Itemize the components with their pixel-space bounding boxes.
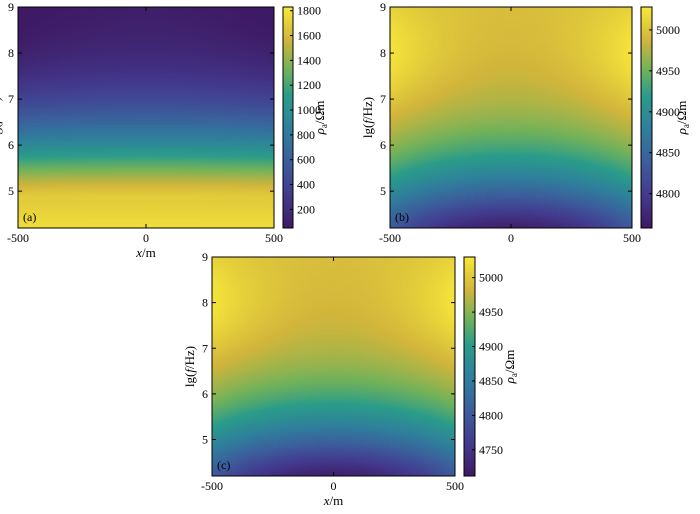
colorbar-label: ρa/Ωm: [674, 101, 691, 136]
x-axis-symbol: x: [323, 493, 330, 508]
colorbar-tick-label: 400: [297, 178, 315, 192]
x-tick-label: -500: [379, 231, 401, 245]
y-tick-label: 7: [380, 92, 386, 106]
colorbar-tick-label: 800: [297, 128, 315, 142]
colorbar-tick-label: 5000: [656, 23, 680, 37]
x-axis-symbol: x: [135, 245, 142, 260]
x-tick-label: 500: [446, 479, 464, 493]
colorbar-tick-label: 4950: [479, 305, 503, 319]
y-axis-suffix: /Hz): [0, 97, 3, 120]
colorbar-tick-label: 4750: [479, 443, 503, 457]
colorbar-tick-label: 1200: [297, 78, 321, 92]
y-tick-label: 8: [380, 46, 386, 60]
y-tick-label: 8: [8, 46, 14, 60]
y-axis-symbol: f: [0, 118, 3, 124]
colorbar-tick-label: 1800: [297, 4, 321, 18]
y-tick-label: 9: [380, 0, 386, 14]
y-axis-prefix: lg(: [182, 373, 197, 387]
y-tick-label: 9: [202, 250, 208, 264]
y-axis-label: lg(f/Hz): [0, 97, 3, 138]
x-tick-label: 500: [265, 231, 283, 245]
colorbar-symbol: ρ: [674, 128, 689, 135]
heatmap-image: [390, 7, 632, 228]
x-axis-unit: /m: [142, 245, 156, 260]
colorbar-unit: /Ωm: [312, 101, 327, 124]
colorbar-tick-label: 5000: [479, 271, 503, 285]
y-tick-label: 6: [202, 387, 208, 401]
colorbar: [463, 256, 476, 477]
x-axis-unit: /m: [330, 493, 344, 508]
colorbar-subscript: a: [319, 124, 329, 128]
colorbar-tick-label: 4850: [479, 374, 503, 388]
y-axis-suffix: /Hz): [360, 97, 375, 120]
panel-label: (c): [217, 458, 230, 472]
colorbar: [640, 6, 653, 229]
y-tick-label: 7: [202, 341, 208, 355]
colorbar-label: ρa/Ωm: [502, 350, 519, 385]
x-axis-label: x/m: [323, 493, 344, 508]
colorbar: [282, 6, 294, 229]
colorbar-tick-label: 4850: [656, 146, 680, 160]
y-axis-label: lg(f/Hz): [360, 97, 375, 138]
y-tick-label: 9: [8, 0, 14, 14]
colorbar-tick-label: 200: [297, 202, 315, 216]
colorbar-tick-label: 4950: [656, 64, 680, 78]
colorbar-unit: /Ωm: [674, 101, 689, 124]
panel-label: (a): [23, 210, 36, 224]
x-tick-label: -500: [7, 231, 29, 245]
colorbar-symbol: ρ: [312, 128, 327, 135]
chart-panel-1: -500 0 500 5 6 7 8 9 x/m lg(f/Hz) (a) 200 400 600 800 1…: [0, 0, 329, 260]
x-tick-label: 500: [623, 231, 641, 245]
colorbar-label: ρa/Ωm: [312, 101, 329, 136]
y-tick-label: 6: [8, 138, 14, 152]
colorbar-tick-label: 600: [297, 153, 315, 167]
chart-panel-3: -500 0 500 5 6 7 8 9 x/m lg(f/Hz) (c) 4750 4800 4850 4…: [182, 250, 519, 508]
colorbar-tick-label: 1400: [297, 53, 321, 67]
y-tick-label: 5: [202, 433, 208, 447]
y-axis-label: lg(f/Hz): [182, 346, 197, 387]
heatmap-image: [212, 257, 455, 476]
colorbar-tick-label: 1600: [297, 29, 321, 43]
colorbar-tick-label: 4800: [479, 408, 503, 422]
y-tick-label: 7: [8, 92, 14, 106]
chart-panel-2: -500 0 500 5 6 7 8 9 lg(f/Hz) (b) 4800 4850 4900 4950…: [360, 0, 691, 245]
colorbar-subscript: a: [509, 373, 519, 377]
heatmap-image: [18, 7, 274, 228]
y-axis-symbol: f: [182, 367, 197, 373]
colorbar-tick-label: 4800: [656, 187, 680, 201]
colorbar-symbol: ρ: [502, 377, 517, 384]
x-tick-label: 0: [508, 231, 514, 245]
y-tick-label: 5: [8, 184, 14, 198]
colorbar-tick-label: 4900: [656, 105, 680, 119]
colorbar-unit: /Ωm: [502, 350, 517, 373]
y-axis-prefix: lg(: [0, 124, 3, 138]
y-tick-label: 6: [380, 138, 386, 152]
y-tick-label: 8: [202, 296, 208, 310]
x-tick-label: 0: [331, 479, 337, 493]
y-axis-symbol: f: [360, 118, 375, 124]
colorbar-tick-label: 1000: [297, 103, 321, 117]
x-tick-label: 0: [143, 231, 149, 245]
y-tick-label: 5: [380, 184, 386, 198]
panel-label: (b): [395, 210, 409, 224]
x-tick-label: -500: [201, 479, 223, 493]
y-axis-suffix: /Hz): [182, 346, 197, 369]
colorbar-subscript: a: [681, 124, 691, 128]
y-axis-prefix: lg(: [360, 124, 375, 138]
x-axis-label: x/m: [135, 245, 156, 260]
colorbar-tick-label: 4900: [479, 340, 503, 354]
